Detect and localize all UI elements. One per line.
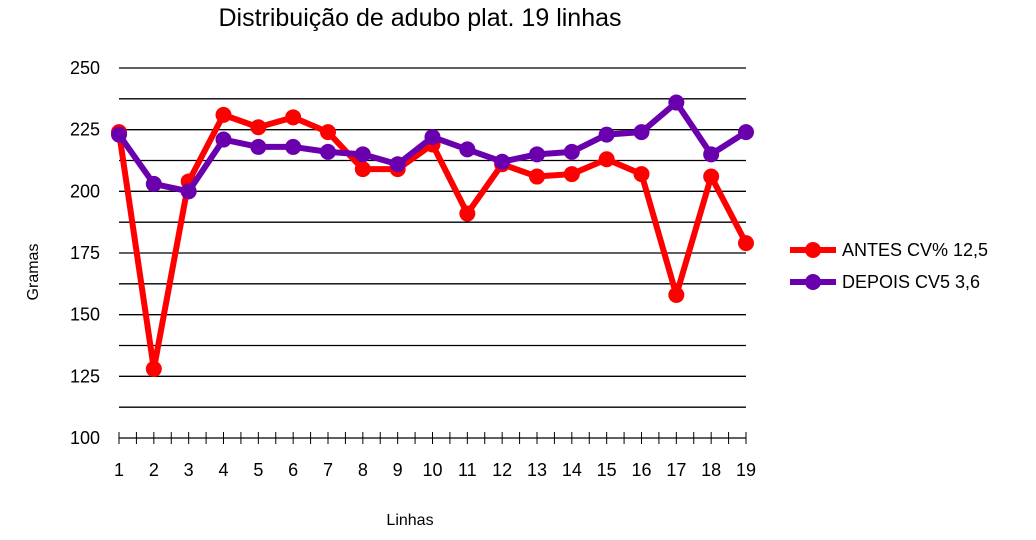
x-axis-label: Linhas <box>386 512 433 529</box>
data-point <box>145 360 162 377</box>
x-tick-label: 7 <box>323 460 333 480</box>
data-point <box>563 143 580 160</box>
x-tick-label: 4 <box>218 460 228 480</box>
data-point <box>145 175 162 192</box>
x-tick-label: 8 <box>358 460 368 480</box>
data-point <box>285 138 302 155</box>
data-point <box>668 94 685 111</box>
data-point <box>111 126 127 143</box>
x-tick-label: 16 <box>631 460 651 480</box>
data-point <box>320 143 336 160</box>
x-tick-label: 6 <box>288 460 298 480</box>
data-point <box>354 146 371 163</box>
x-tick-label: 15 <box>597 460 617 480</box>
y-tick-label: 100 <box>70 428 100 448</box>
data-point <box>494 153 511 170</box>
data-point <box>529 146 545 163</box>
x-tick-label: 12 <box>492 460 512 480</box>
y-tick-label: 225 <box>70 120 100 140</box>
data-point <box>250 119 267 136</box>
data-point <box>354 161 371 178</box>
data-point <box>598 151 615 168</box>
data-point <box>320 124 336 141</box>
legend-label: ANTES CV% 12,5 <box>842 240 988 260</box>
gridlines <box>119 67 746 439</box>
x-tick-label: 17 <box>666 460 686 480</box>
y-axis: 100 125 150 175 200 225 250 <box>70 58 100 448</box>
data-point <box>180 183 197 200</box>
y-tick-label: 200 <box>70 181 100 201</box>
x-tick-label: 10 <box>422 460 442 480</box>
data-point <box>598 126 615 143</box>
data-point <box>459 141 476 158</box>
data-point <box>703 168 720 185</box>
data-point <box>738 124 754 141</box>
x-tick-label: 9 <box>393 460 403 480</box>
x-tick-label: 18 <box>701 460 721 480</box>
x-tick-label: 3 <box>184 460 194 480</box>
x-tick-label: 2 <box>149 460 159 480</box>
series-layer <box>111 94 754 377</box>
data-point <box>250 138 267 155</box>
data-point <box>668 286 685 303</box>
legend: ANTES CV% 12,5 DEPOIS CV5 3,6 <box>790 240 988 292</box>
legend-label: DEPOIS CV5 3,6 <box>842 272 980 292</box>
y-axis-label: Gramas <box>25 244 42 301</box>
data-point <box>215 106 232 123</box>
y-tick-label: 125 <box>70 366 100 386</box>
data-point <box>738 235 754 252</box>
y-tick-label: 250 <box>70 58 100 78</box>
chart-title: Distribuição de adubo plat. 19 linhas <box>218 4 621 32</box>
x-tick-label: 19 <box>736 460 756 480</box>
legend-marker <box>805 242 821 258</box>
data-point <box>459 205 476 222</box>
y-tick-label: 150 <box>70 305 100 325</box>
x-tick-label: 13 <box>527 460 547 480</box>
data-point <box>285 109 302 126</box>
x-tick-label: 5 <box>253 460 263 480</box>
x-tick-label: 14 <box>562 460 582 480</box>
data-point <box>529 168 545 185</box>
data-point <box>633 124 650 141</box>
data-point <box>389 156 406 173</box>
x-axis: 1 2 3 4 5 6 7 8 9 10 11 12 13 14 15 16 17 18 19 <box>114 432 756 480</box>
x-tick-label: 11 <box>458 460 477 480</box>
data-point <box>215 131 232 148</box>
data-point <box>563 166 580 183</box>
y-tick-label: 175 <box>70 243 100 263</box>
legend-marker <box>805 274 821 290</box>
data-point <box>633 166 650 183</box>
data-point <box>703 146 720 163</box>
x-tick-label: 1 <box>114 460 124 480</box>
data-point <box>424 129 441 146</box>
